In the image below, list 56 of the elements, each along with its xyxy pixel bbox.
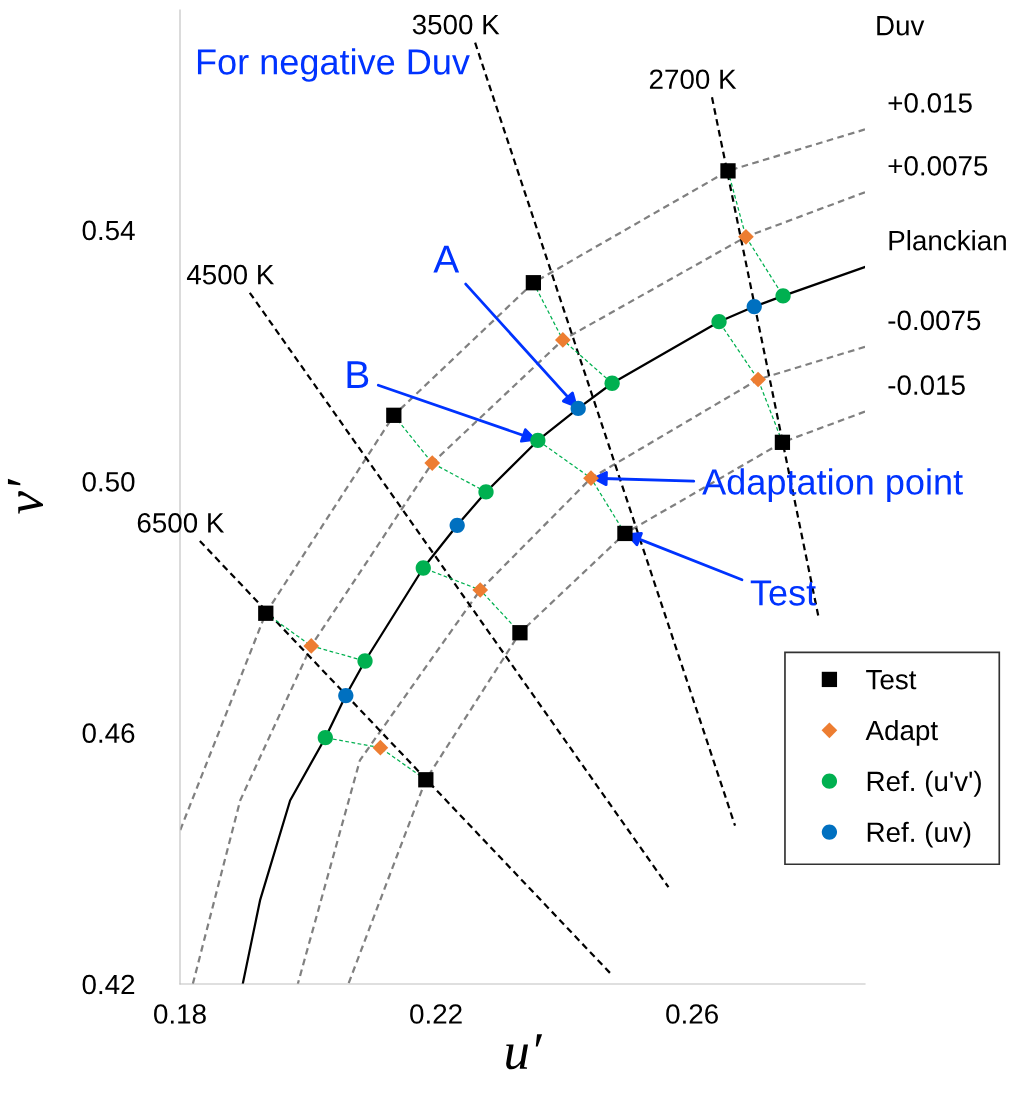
point — [604, 375, 620, 391]
x-axis-title: u′ — [506, 1034, 543, 1070]
x-tick-label: 0.26 — [666, 1004, 718, 1024]
point — [738, 228, 754, 245]
point — [617, 525, 633, 542]
legend-label: Ref. (uv) — [867, 821, 971, 848]
point — [418, 772, 434, 788]
series-label: Planckian — [889, 230, 1006, 251]
y-tick-label: 0.54 — [82, 220, 135, 241]
legend-label: Ref. (u'v') — [867, 770, 981, 797]
point — [530, 432, 546, 449]
point — [478, 484, 494, 500]
point — [750, 371, 766, 388]
series-label: +0.015 — [888, 93, 972, 113]
point — [720, 163, 736, 179]
point — [338, 687, 354, 704]
series-label: +0.0075 — [888, 155, 988, 176]
point — [386, 407, 402, 423]
point — [570, 400, 586, 417]
point — [357, 653, 373, 669]
point — [554, 332, 571, 348]
point — [472, 582, 489, 598]
annotation: Test — [750, 580, 816, 606]
point — [512, 625, 528, 641]
point — [746, 298, 762, 315]
point — [415, 560, 431, 576]
point — [774, 434, 791, 450]
annotation: A — [433, 245, 460, 273]
y-axis-title: v′ — [7, 478, 43, 514]
point — [583, 470, 599, 487]
series-label: -0.0075 — [888, 310, 981, 331]
y-tick-label: 0.42 — [82, 974, 135, 995]
x-tick-label: 0.18 — [154, 1004, 206, 1024]
series-label: 3500 K — [412, 14, 500, 35]
point — [303, 638, 320, 654]
series-label: -0.015 — [888, 375, 965, 395]
point — [424, 455, 441, 471]
point — [258, 605, 274, 621]
point — [449, 517, 465, 533]
y-tick-label: 0.50 — [82, 471, 135, 492]
series-label: 2700 K — [649, 69, 737, 90]
annotation: B — [347, 361, 369, 388]
legend-label: Test — [866, 670, 917, 690]
series-label: 6500 K — [137, 513, 225, 533]
x-tick-label: 0.22 — [410, 1004, 462, 1024]
legend-label: Adapt — [865, 719, 938, 746]
point — [317, 730, 333, 746]
text: Duv — [877, 16, 925, 36]
point — [711, 314, 727, 330]
y-tick-label: 0.46 — [82, 723, 135, 743]
annotation: For negative Duv — [197, 48, 470, 82]
point — [525, 275, 542, 291]
annotation: Adaptation point — [702, 468, 963, 502]
series-label: 4500 K — [186, 264, 275, 285]
point — [372, 739, 389, 756]
point — [775, 288, 791, 304]
